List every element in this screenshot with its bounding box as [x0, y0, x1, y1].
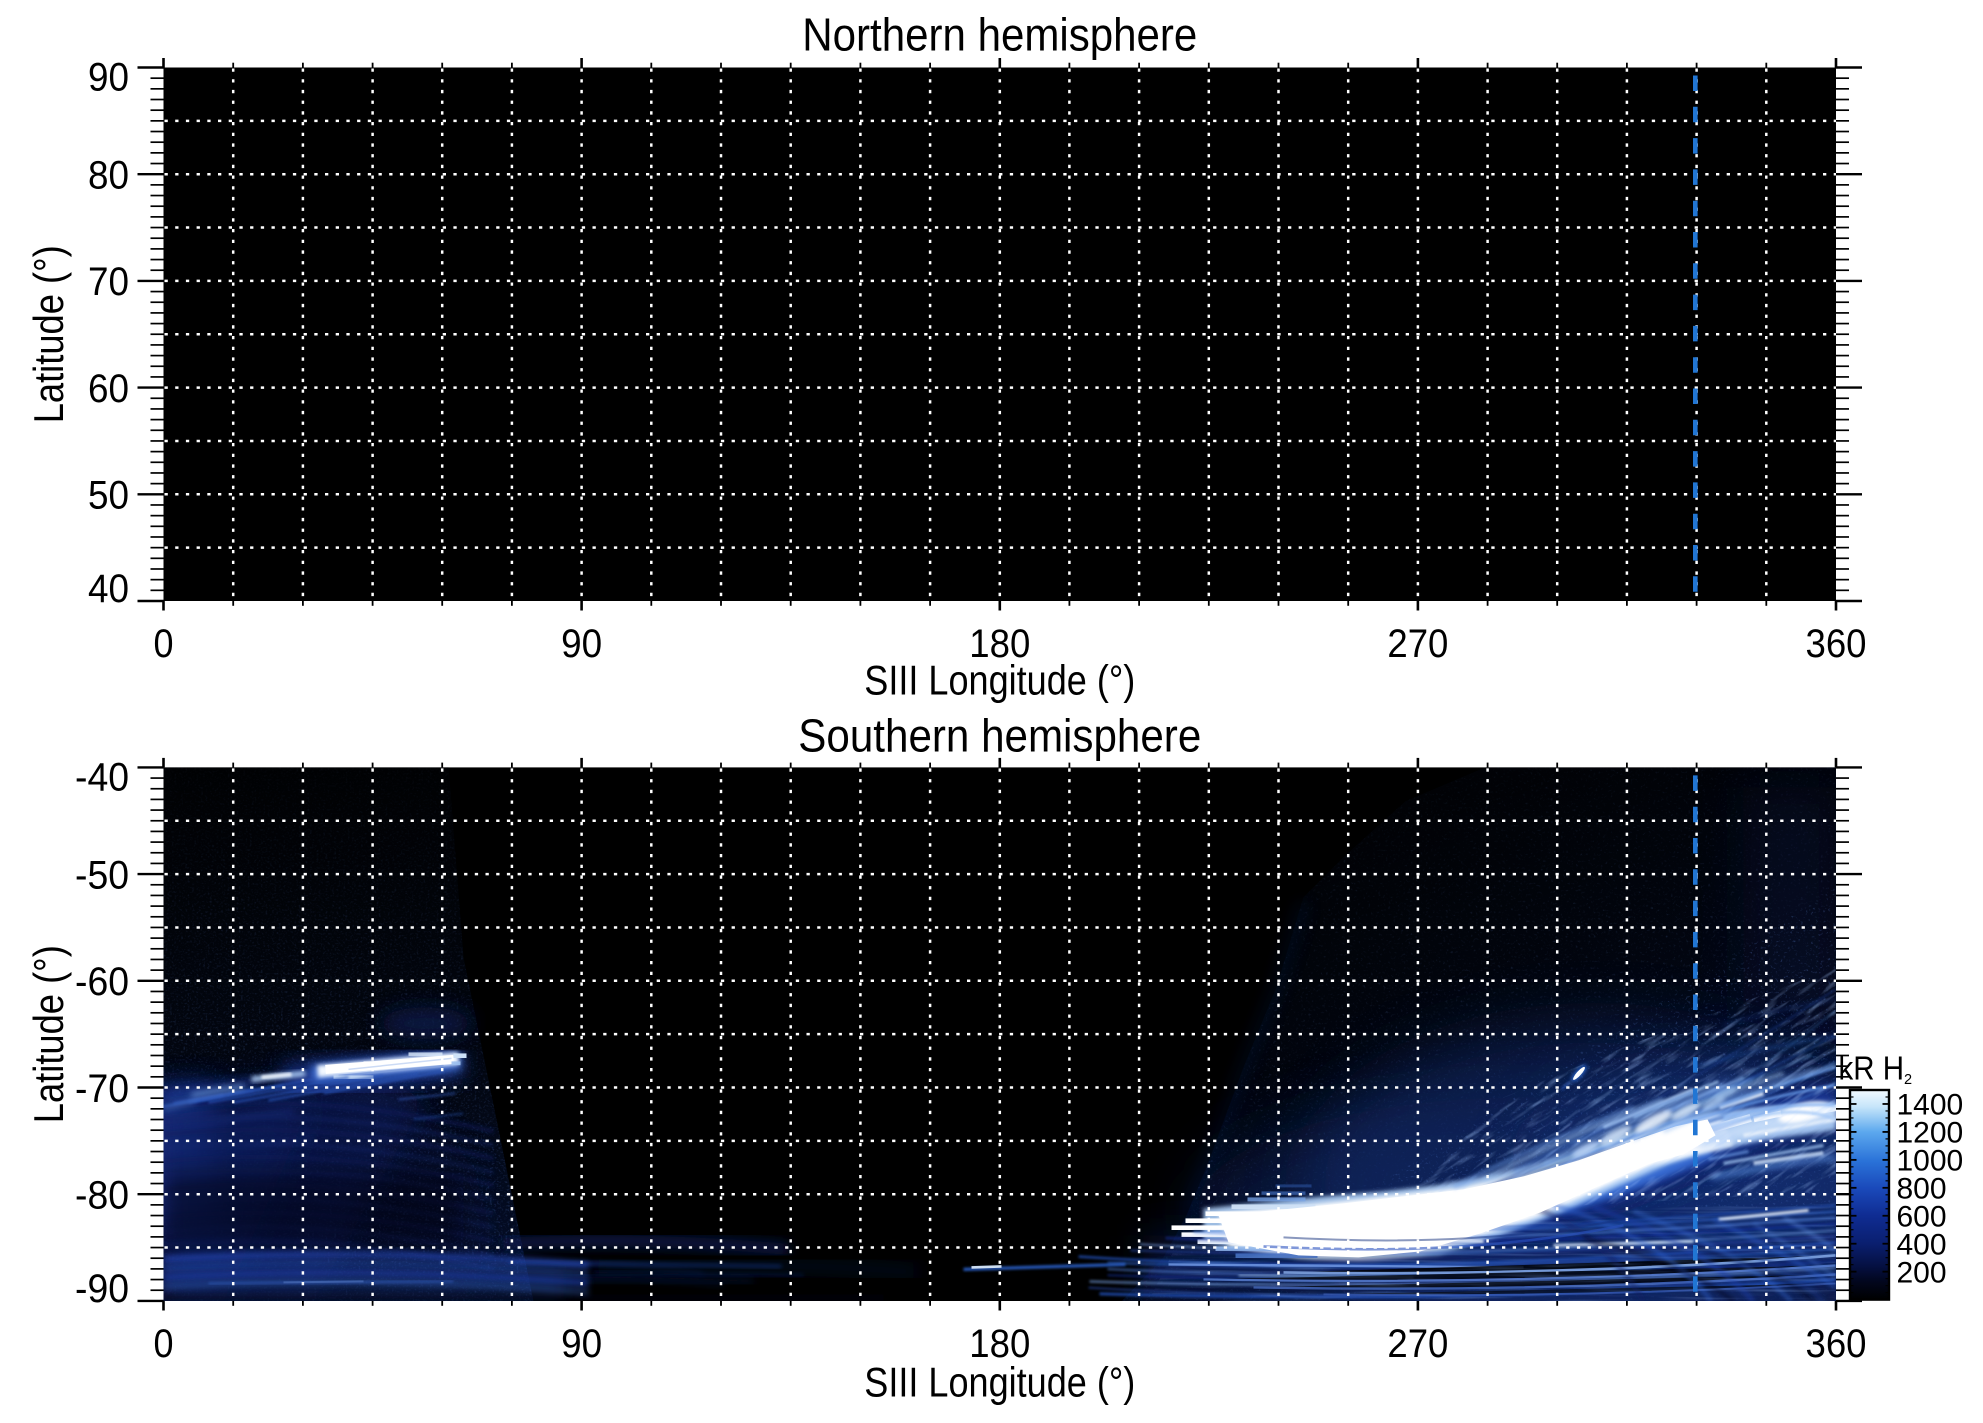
svg-text:-60: -60: [75, 960, 129, 1004]
svg-text:180: 180: [969, 622, 1030, 666]
svg-text:80: 80: [88, 153, 129, 197]
svg-text:270: 270: [1387, 1322, 1448, 1366]
svg-text:-90: -90: [75, 1267, 129, 1311]
svg-text:400: 400: [1897, 1228, 1947, 1261]
svg-text:50: 50: [88, 474, 129, 518]
svg-text:-70: -70: [75, 1067, 129, 1111]
svg-text:Latitude (°): Latitude (°): [25, 245, 72, 423]
svg-text:1200: 1200: [1897, 1117, 1964, 1150]
svg-text:1400: 1400: [1897, 1089, 1964, 1122]
svg-text:-50: -50: [75, 853, 129, 897]
svg-text:Northern hemisphere: Northern hemisphere: [802, 9, 1197, 61]
svg-text:kR H2: kR H2: [1839, 1049, 1913, 1088]
svg-text:360: 360: [1806, 622, 1867, 666]
svg-text:70: 70: [88, 260, 129, 304]
svg-text:360: 360: [1806, 1322, 1867, 1366]
svg-text:60: 60: [88, 367, 129, 411]
svg-text:-40: -40: [75, 756, 129, 800]
svg-text:600: 600: [1897, 1200, 1947, 1233]
svg-text:Southern hemisphere: Southern hemisphere: [798, 710, 1201, 762]
svg-text:SIII Longitude (°): SIII Longitude (°): [864, 656, 1135, 703]
svg-text:270: 270: [1387, 622, 1448, 666]
svg-text:800: 800: [1897, 1173, 1947, 1206]
svg-text:90: 90: [561, 622, 602, 666]
svg-text:0: 0: [154, 1322, 174, 1366]
svg-text:40: 40: [88, 567, 129, 611]
svg-text:180: 180: [969, 1322, 1030, 1366]
svg-text:-80: -80: [75, 1174, 129, 1218]
svg-text:1000: 1000: [1897, 1145, 1964, 1178]
svg-text:200: 200: [1897, 1256, 1947, 1289]
svg-text:90: 90: [88, 56, 129, 100]
svg-text:Latitude (°): Latitude (°): [25, 945, 72, 1123]
svg-text:SIII Longitude (°): SIII Longitude (°): [864, 1358, 1135, 1405]
svg-text:90: 90: [561, 1322, 602, 1366]
svg-text:0: 0: [154, 622, 174, 666]
